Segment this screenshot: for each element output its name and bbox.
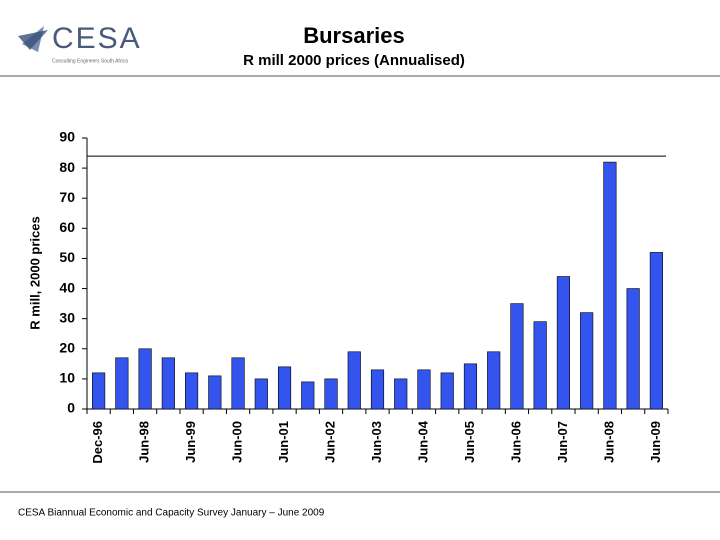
bar — [580, 312, 594, 410]
x-tick-label: Jun-03 — [369, 421, 384, 463]
x-tick-label: Jun-99 — [183, 421, 198, 463]
bar — [92, 372, 106, 410]
y-tick-label: 50 — [59, 249, 75, 265]
bar — [626, 288, 640, 410]
y-tick-label: 30 — [59, 309, 75, 325]
y-tick-label: 60 — [59, 219, 75, 235]
y-tick-label: 20 — [59, 339, 75, 355]
bar — [533, 321, 547, 410]
bar — [254, 378, 268, 410]
x-tick-label: Jun-08 — [601, 421, 616, 463]
bar — [370, 369, 385, 410]
bar — [138, 348, 152, 410]
x-tick-label: Jun-06 — [508, 421, 523, 463]
chart-subtitle: R mill 2000 prices (Annualised) — [243, 52, 465, 69]
x-tick-label: Jun-05 — [462, 421, 477, 463]
x-tick-label: Jun-04 — [415, 420, 430, 463]
bar — [301, 381, 315, 410]
bar — [347, 351, 361, 410]
bar — [277, 366, 292, 410]
y-tick-label: 90 — [59, 129, 75, 145]
bar — [231, 357, 245, 410]
bar — [556, 276, 570, 410]
bar — [208, 375, 222, 410]
logo-icon — [18, 30, 48, 50]
x-tick-label: Dec-96 — [90, 421, 105, 464]
x-tick-label: Jun-98 — [137, 421, 152, 463]
bar — [649, 252, 663, 410]
logo-text: CESA — [52, 22, 142, 55]
chart-title: Bursaries — [303, 23, 405, 48]
bar — [463, 363, 478, 410]
y-tick-label: 80 — [59, 159, 75, 175]
logo: CESA Consulting Engineers South Africa — [18, 22, 142, 64]
bar — [324, 378, 338, 410]
x-tick-label: Jun-01 — [276, 421, 291, 463]
y-tick-label: 70 — [59, 189, 75, 205]
footer-text: CESA Biannual Economic and Capacity Surv… — [18, 508, 325, 519]
bar — [417, 369, 431, 410]
x-tick-label: Jun-00 — [229, 421, 244, 463]
bar — [161, 357, 175, 410]
y-axis-title: R mill, 2000 prices — [27, 216, 42, 329]
bar — [394, 378, 408, 410]
bar — [185, 372, 199, 410]
x-tick-label: Jun-02 — [322, 421, 337, 463]
bar — [440, 372, 454, 410]
bar — [487, 351, 501, 410]
bar — [603, 161, 617, 410]
bar — [115, 357, 129, 410]
bar — [510, 303, 524, 410]
x-tick-label: Jun-09 — [648, 421, 663, 463]
y-tick-label: 0 — [67, 400, 75, 416]
logo-subtitle: Consulting Engineers South Africa — [52, 58, 128, 64]
y-tick-label: 40 — [59, 279, 75, 295]
y-tick-label: 10 — [59, 370, 75, 386]
x-tick-label: Jun-07 — [555, 421, 570, 463]
